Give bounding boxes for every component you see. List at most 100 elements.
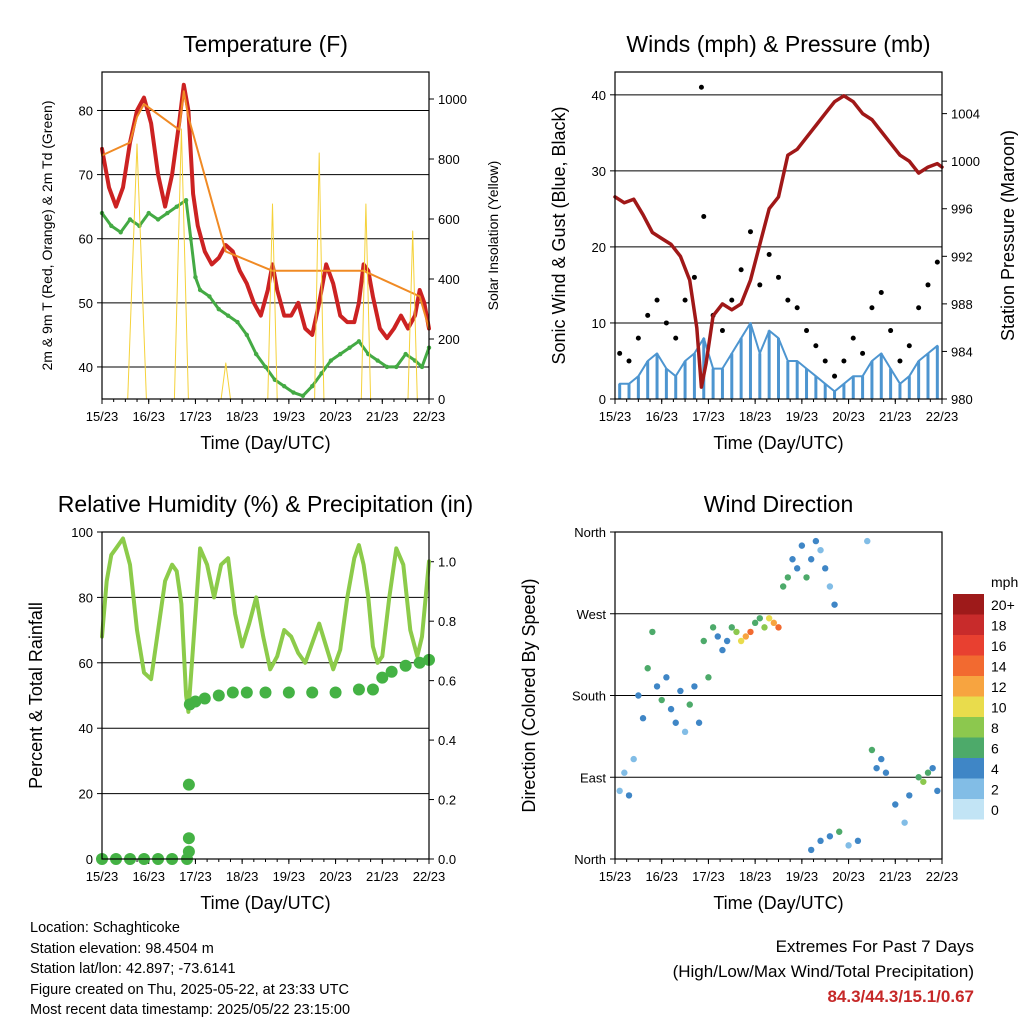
y-tick-label: South <box>572 689 606 704</box>
dewpoint-point <box>347 345 352 350</box>
wind-direction-panel: Wind Direction North East South West North 15/… <box>519 491 958 913</box>
station-elevation: Station elevation: 98.4504 m <box>30 940 214 957</box>
y2-tick-label: 200 <box>438 332 460 347</box>
y2-tick-label: 1000 <box>951 154 980 169</box>
precip-point <box>352 683 365 696</box>
extremes-title: Extremes For Past 7 Days <box>775 937 974 956</box>
gust-point <box>785 297 791 303</box>
y-axis-label: Sonic Wind & Gust (Blue, Black) <box>549 106 569 364</box>
dewpoint-point <box>281 383 287 389</box>
gust-point <box>698 84 704 90</box>
legend-title: mph <box>991 574 1018 590</box>
series-rh <box>100 536 431 714</box>
direction-point <box>784 574 792 581</box>
direction-point <box>915 774 922 781</box>
precip-point <box>259 686 272 699</box>
x-tick-label: 18/23 <box>739 409 772 424</box>
legend-swatch <box>953 635 984 656</box>
gust-point <box>841 358 847 364</box>
x-tick-label: 19/23 <box>273 409 306 424</box>
x-tick-label: 21/23 <box>879 409 912 424</box>
x-axis-label: Time (Day/UTC) <box>200 433 330 453</box>
y2-tick-label: 0 <box>438 392 445 407</box>
direction-point <box>737 637 745 645</box>
gust-point <box>878 290 884 296</box>
gust-point <box>738 267 744 273</box>
y2-tick-label: 1000 <box>438 92 467 107</box>
direction-point <box>719 646 726 654</box>
y-tick-label: 30 <box>592 164 606 179</box>
x-tick-label: 15/23 <box>599 409 632 424</box>
chart-title: Winds (mph) & Pressure (mb) <box>626 31 930 57</box>
gust-point <box>888 328 894 334</box>
dewpoint-point <box>207 294 212 299</box>
direction-point <box>770 619 778 627</box>
direction-point <box>817 837 824 845</box>
dewpoint-point <box>375 358 380 363</box>
dewpoint-point <box>244 332 250 338</box>
dewpoint-point <box>146 210 151 216</box>
dewpoint-point <box>127 217 133 222</box>
x-tick-label: 16/23 <box>645 869 678 884</box>
y-tick-label: 20 <box>79 787 93 802</box>
y2-tick-label: 0.4 <box>438 733 456 748</box>
series-t2m <box>100 82 431 341</box>
gust-point <box>635 335 641 341</box>
x-tick-label: 16/23 <box>132 409 165 424</box>
dewpoint-point <box>197 287 203 293</box>
gust-point <box>747 229 753 235</box>
precip-point <box>366 683 379 696</box>
direction-point <box>864 537 871 545</box>
direction-point <box>644 665 651 672</box>
y-tick-label: 40 <box>592 88 606 103</box>
precip-point <box>413 656 426 669</box>
direction-point <box>822 565 829 572</box>
y-tick-label: 60 <box>79 656 93 671</box>
direction-point <box>826 583 834 590</box>
x-tick-label: 21/23 <box>366 409 399 424</box>
y-axis-label: Direction (Colored By Speed) <box>519 578 539 812</box>
y2-tick-label: 600 <box>438 212 460 227</box>
y2-tick-label: 0.6 <box>438 674 456 689</box>
gust-point <box>673 335 679 341</box>
dewpoint-point <box>319 371 324 376</box>
direction-point <box>681 728 689 736</box>
y2-tick-label: 980 <box>951 392 973 407</box>
legend-swatch <box>953 758 984 779</box>
gust-point <box>654 297 660 303</box>
gust-point <box>682 297 688 303</box>
x-tick-label: 15/23 <box>86 409 119 424</box>
x-tick-label: 17/23 <box>179 869 212 884</box>
dewpoint-point <box>193 274 198 280</box>
station-latlon: Station lat/lon: 42.897; -73.6141 <box>30 961 236 977</box>
direction-point <box>658 696 665 704</box>
x-tick-label: 22/23 <box>413 409 446 424</box>
speed-colorbar-legend: mph 20+ 18 16 14 12 10 8 6 4 2 0 <box>953 574 1018 820</box>
chart-title: Temperature (F) <box>183 31 348 57</box>
gust-point <box>916 305 922 311</box>
x-tick-label: 17/23 <box>692 409 725 424</box>
precip-point <box>306 686 319 699</box>
dewpoint-point <box>310 383 315 389</box>
direction-point <box>630 755 637 763</box>
dewpoint-point <box>109 223 114 229</box>
x-tick-label: 18/23 <box>226 869 259 884</box>
y-tick-label: North <box>574 852 606 867</box>
gust-point <box>813 343 819 349</box>
temperature-panel: Temperature (F)4050607080020040060080010… <box>39 31 501 453</box>
direction-point <box>672 719 679 726</box>
extremes-values: 84.3/44.3/15.1/0.67 <box>827 987 974 1006</box>
direction-point <box>845 842 852 849</box>
precip-point <box>226 686 239 699</box>
x-axis-label: Time (Day/UTC) <box>200 893 330 913</box>
legend-label: 4 <box>991 761 999 777</box>
direction-point <box>826 833 834 840</box>
y-axis-label: 2m & 9m T (Red, Orange) & 2m Td (Green) <box>39 101 55 371</box>
x-tick-label: 22/23 <box>926 409 959 424</box>
legend-swatch <box>953 594 984 615</box>
y-tick-label: 70 <box>79 168 93 183</box>
y2-tick-label: 800 <box>438 152 460 167</box>
gust-point <box>869 305 875 311</box>
x-tick-label: 19/23 <box>786 869 819 884</box>
